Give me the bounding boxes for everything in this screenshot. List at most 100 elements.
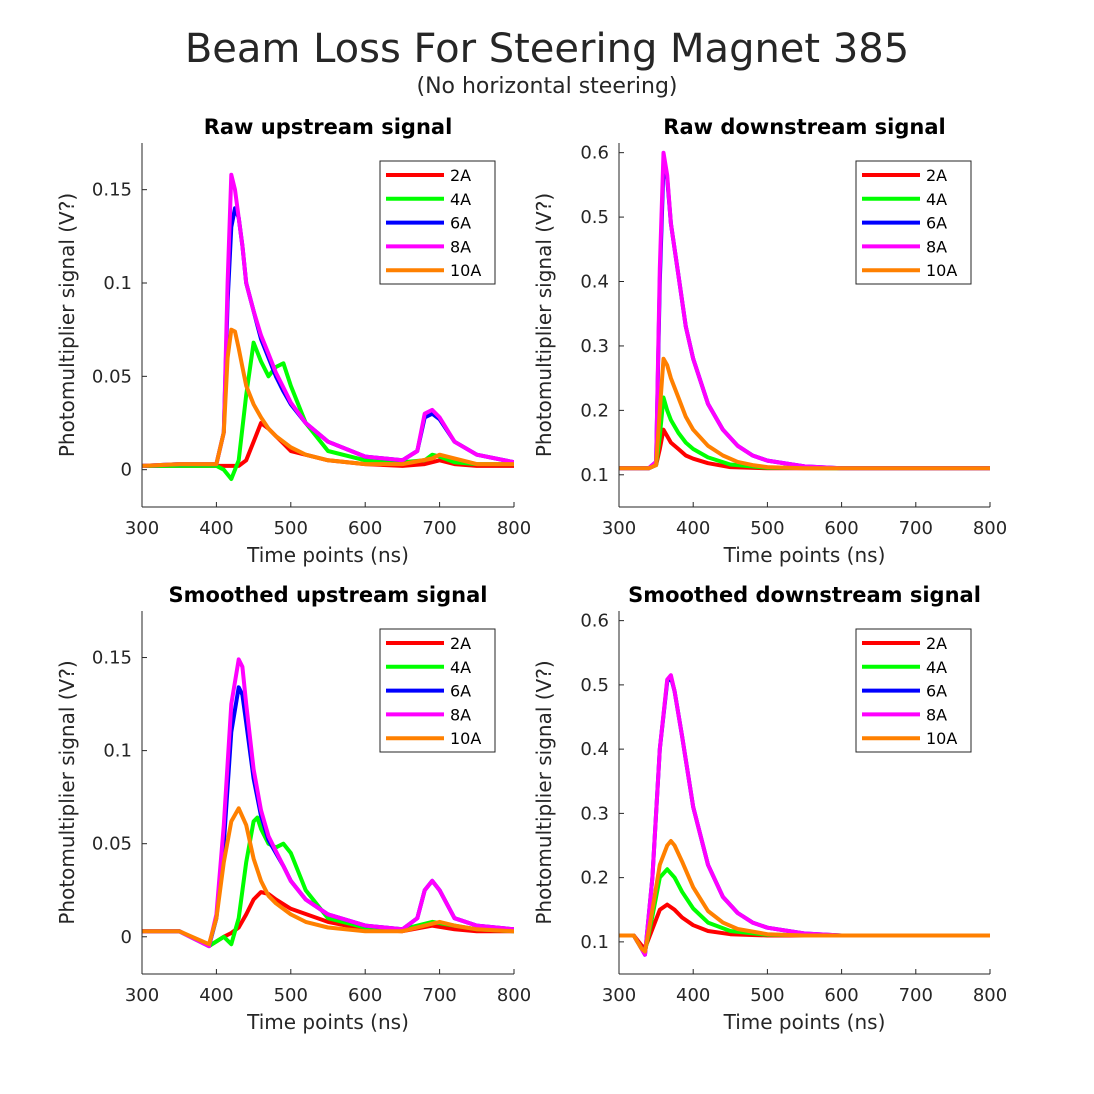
smoothed-downstream-panel: 300 400 500 600 700 800 0.1 0.2 0.3 0.4 0.5 0.6 Smoo… <box>532 583 1007 1034</box>
raw-upstream-legend-label-4a: 4A <box>450 190 471 209</box>
raw-downstream-legend: 2A 4A 6A 8A 10A <box>855 160 972 285</box>
smoothed-downstream-legend-label-6a: 6A <box>926 682 947 701</box>
smoothed-upstream-panel: 300 400 500 600 700 800 0 0.05 0.1 0.15 Smoothed u… <box>55 583 531 1034</box>
raw-downstream-y-tick-label: 0.1 <box>580 465 609 486</box>
smoothed-downstream-x-tick-label: 300 <box>602 985 636 1006</box>
smoothed-upstream-legend-label-4a: 4A <box>450 658 471 677</box>
smoothed-downstream-y-tick-label: 0.3 <box>580 803 609 824</box>
raw-upstream-x-tick-label: 300 <box>125 518 159 539</box>
smoothed-upstream-y-tick-label: 0.15 <box>92 648 132 669</box>
smoothed-downstream-series-8a-line <box>619 673 990 957</box>
smoothed-upstream-x-tick-label: 600 <box>348 985 382 1006</box>
smoothed-upstream-legend-label-10a: 10A <box>450 729 481 748</box>
smoothed-upstream-series-group <box>142 657 514 949</box>
figure-subtitle: (No horizontal steering) <box>416 74 678 99</box>
raw-downstream-series-4a-line <box>619 395 990 471</box>
raw-upstream-y-tick-label: 0.05 <box>92 366 132 387</box>
raw-downstream-x-tick-label: 600 <box>824 518 858 539</box>
smoothed-upstream-x-tick-label: 300 <box>125 985 159 1006</box>
raw-downstream-y-tick-label: 0.2 <box>580 400 609 421</box>
smoothed-downstream-legend: 2A 4A 6A 8A 10A <box>855 628 972 753</box>
raw-upstream-series-group <box>142 172 514 481</box>
figure-title: Beam Loss For Steering Magnet 385 <box>184 26 910 72</box>
smoothed-downstream-legend-label-10a: 10A <box>926 729 957 748</box>
smoothed-downstream-y-tick-label: 0.6 <box>580 611 609 632</box>
raw-downstream-x-tick-label: 500 <box>750 518 784 539</box>
smoothed-upstream-series-10a-line <box>142 806 514 947</box>
raw-upstream-series-8a-line <box>142 172 514 468</box>
smoothed-downstream-x-tick-label: 600 <box>824 985 858 1006</box>
raw-downstream-x-tick-label: 300 <box>602 518 636 539</box>
raw-upstream-x-tick-label: 700 <box>422 518 456 539</box>
raw-upstream-legend-label-6a: 6A <box>450 214 471 233</box>
smoothed-downstream-legend-label-4a: 4A <box>926 658 947 677</box>
smoothed-upstream-legend: 2A 4A 6A 8A 10A <box>379 628 496 753</box>
smoothed-downstream-y-axis-label: Photomultiplier signal (V?) <box>532 660 556 924</box>
smoothed-downstream-x-tick-label: 500 <box>750 985 784 1006</box>
smoothed-upstream-y-tick-label: 0.05 <box>92 834 132 855</box>
raw-upstream-title: Raw upstream signal <box>204 115 453 139</box>
raw-downstream-y-tick-label: 0.4 <box>580 272 609 293</box>
raw-downstream-x-tick-label: 400 <box>676 518 710 539</box>
smoothed-downstream-legend-label-2a: 2A <box>926 634 947 653</box>
raw-upstream-y-tick-label: 0 <box>121 460 132 481</box>
smoothed-downstream-series-2a-line <box>619 902 990 951</box>
smoothed-downstream-x-tick-label: 700 <box>899 985 933 1006</box>
smoothed-upstream-title: Smoothed upstream signal <box>169 583 488 607</box>
raw-downstream-series-2a-line <box>619 427 990 471</box>
raw-upstream-y-tick-label: 0.15 <box>92 180 132 201</box>
smoothed-upstream-x-tick-label: 800 <box>497 985 531 1006</box>
raw-upstream-legend-label-8a: 8A <box>450 237 471 256</box>
raw-downstream-legend-label-2a: 2A <box>926 166 947 185</box>
smoothed-downstream-y-tick-label: 0.4 <box>580 739 609 760</box>
raw-upstream-y-axis-label: Photomultiplier signal (V?) <box>55 193 79 457</box>
smoothed-upstream-x-tick-label: 400 <box>199 985 233 1006</box>
raw-downstream-y-axis-label: Photomultiplier signal (V?) <box>532 193 556 457</box>
raw-downstream-legend-label-10a: 10A <box>926 261 957 280</box>
smoothed-upstream-x-tick-label: 700 <box>422 985 456 1006</box>
raw-upstream-y-tick-label: 0.1 <box>103 273 132 294</box>
raw-downstream-y-tick-label: 0.6 <box>580 143 609 164</box>
raw-downstream-x-tick-label: 800 <box>973 518 1007 539</box>
raw-downstream-legend-label-8a: 8A <box>926 237 947 256</box>
raw-downstream-panel: 300 400 500 600 700 800 0.1 0.2 0.3 0.4 0.5 0.6 Raw … <box>532 115 1007 567</box>
raw-upstream-legend-label-2a: 2A <box>450 166 471 185</box>
raw-downstream-y-tick-label: 0.5 <box>580 207 609 228</box>
raw-downstream-series-group <box>619 150 990 471</box>
smoothed-downstream-x-tick-label: 400 <box>676 985 710 1006</box>
raw-downstream-y-tick-label: 0.3 <box>580 336 609 357</box>
smoothed-upstream-legend-label-2a: 2A <box>450 634 471 653</box>
smoothed-upstream-x-tick-label: 500 <box>274 985 308 1006</box>
raw-downstream-x-tick-label: 700 <box>899 518 933 539</box>
raw-upstream-legend: 2A 4A 6A 8A 10A <box>379 160 496 285</box>
smoothed-upstream-y-axis-label: Photomultiplier signal (V?) <box>55 660 79 924</box>
smoothed-downstream-y-tick-label: 0.1 <box>580 932 609 953</box>
raw-upstream-x-tick-label: 500 <box>274 518 308 539</box>
smoothed-upstream-y-tick-label: 0 <box>121 927 132 948</box>
smoothed-downstream-x-axis-label: Time points (ns) <box>723 1010 886 1034</box>
raw-upstream-panel: 300 400 500 600 700 800 0 0.05 0.1 0.15 Raw upstre… <box>55 115 531 567</box>
smoothed-upstream-x-axis-label: Time points (ns) <box>246 1010 409 1034</box>
raw-downstream-x-axis-label: Time points (ns) <box>723 543 886 567</box>
smoothed-upstream-y-tick-label: 0.1 <box>103 741 132 762</box>
smoothed-downstream-legend-label-8a: 8A <box>926 705 947 724</box>
raw-upstream-x-tick-label: 600 <box>348 518 382 539</box>
smoothed-downstream-series-group <box>619 673 990 957</box>
raw-upstream-legend-label-10a: 10A <box>450 261 481 280</box>
raw-upstream-series-10a-line <box>142 327 514 468</box>
raw-downstream-series-10a-line <box>619 356 990 471</box>
raw-upstream-x-tick-label: 400 <box>199 518 233 539</box>
raw-downstream-title: Raw downstream signal <box>663 115 945 139</box>
raw-downstream-legend-label-6a: 6A <box>926 214 947 233</box>
raw-downstream-legend-label-4a: 4A <box>926 190 947 209</box>
smoothed-downstream-series-10a-line <box>619 839 990 954</box>
smoothed-upstream-series-8a-line <box>142 657 514 949</box>
smoothed-downstream-x-tick-label: 800 <box>973 985 1007 1006</box>
smoothed-upstream-legend-label-8a: 8A <box>450 705 471 724</box>
smoothed-upstream-legend-label-6a: 6A <box>450 682 471 701</box>
smoothed-downstream-title: Smoothed downstream signal <box>628 583 981 607</box>
raw-upstream-x-axis-label: Time points (ns) <box>246 543 409 567</box>
smoothed-downstream-y-tick-label: 0.2 <box>580 868 609 889</box>
raw-upstream-x-tick-label: 800 <box>497 518 531 539</box>
